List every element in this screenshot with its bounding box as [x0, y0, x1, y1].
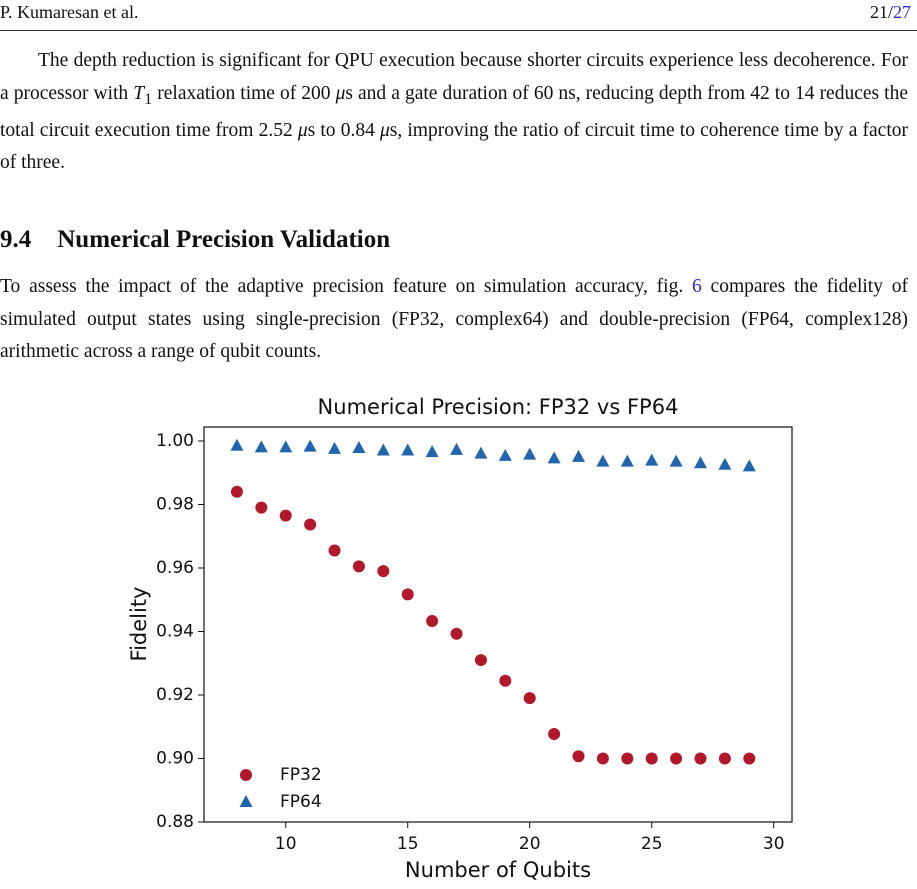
y-tick-label: 0.94 — [156, 621, 194, 641]
data-point — [254, 440, 268, 453]
chart-title: Numerical Precision: FP32 vs FP64 — [318, 395, 679, 419]
paragraph: To assess the impact of the adaptive pre… — [0, 271, 908, 369]
data-point — [596, 454, 610, 467]
header-rule — [0, 30, 917, 31]
section-title: Numerical Precision Validation — [57, 226, 391, 253]
x-tick-label: 10 — [275, 834, 297, 854]
data-point — [303, 439, 317, 452]
data-point — [718, 752, 731, 765]
math: μ — [379, 119, 390, 141]
text: relaxation time of 200 — [152, 82, 336, 104]
data-point — [304, 518, 317, 531]
data-point — [694, 456, 708, 469]
y-axis-label: Fidelity — [127, 587, 151, 662]
math: μ — [297, 119, 308, 141]
text: To assess the impact of the adaptive pre… — [0, 276, 693, 297]
y-tick-label: 0.90 — [156, 748, 194, 768]
section-number: 9.4 — [0, 226, 32, 253]
data-point — [401, 588, 414, 601]
data-point — [742, 459, 756, 472]
data-point — [670, 752, 683, 765]
text: s to 0.84 — [307, 119, 380, 141]
y-tick-label: 1.00 — [156, 431, 194, 451]
page-label: 21/ — [869, 2, 893, 22]
y-tick-label: 0.92 — [156, 685, 194, 705]
section-heading: 9.4 Numerical Precision Validation — [0, 226, 390, 254]
data-point — [499, 674, 512, 687]
data-point — [230, 438, 244, 451]
data-point — [694, 752, 707, 765]
text: s and a gate duration of 60 ns, reducing… — [0, 82, 908, 141]
chart: Numerical Precision: FP32 vs FP64 Number… — [127, 395, 793, 882]
legend-label: FP32 — [280, 765, 322, 785]
data-point — [376, 443, 390, 456]
data-point — [450, 627, 463, 640]
data-point — [523, 447, 537, 460]
data-point — [620, 454, 634, 467]
data-point — [498, 448, 512, 461]
data-point — [474, 446, 488, 459]
total-pages-link[interactable]: 27 — [893, 2, 911, 22]
data-point — [377, 565, 390, 578]
data-point — [279, 509, 292, 522]
x-tick-label: 15 — [397, 834, 419, 854]
data-point — [450, 442, 464, 455]
figure-link[interactable]: 6 — [692, 276, 702, 297]
y-tick-label: 0.98 — [156, 494, 194, 514]
text: The depth reduction is significant for Q… — [0, 50, 908, 104]
data-point — [645, 752, 658, 765]
data-point — [401, 443, 415, 456]
x-tick-label: 20 — [519, 834, 541, 854]
data-point — [352, 560, 365, 573]
data-point — [743, 752, 756, 765]
data-point — [426, 615, 439, 628]
data-point — [523, 692, 536, 705]
paragraph: The depth reduction is significant for Q… — [0, 45, 908, 180]
data-point — [596, 752, 609, 765]
legend-marker — [240, 769, 252, 781]
text: s, improving the ratio of circuit time t… — [0, 119, 908, 174]
plot-frame — [203, 426, 793, 823]
math: T — [133, 82, 145, 104]
data-point — [547, 451, 561, 464]
data-point — [255, 501, 268, 514]
data-point — [645, 453, 659, 466]
math-sub: 1 — [144, 89, 153, 108]
data-point — [474, 654, 487, 667]
data-point — [328, 441, 342, 454]
legend-marker — [239, 795, 253, 807]
data-point — [352, 440, 366, 453]
data-point — [718, 457, 732, 470]
page-number: 21/27 — [870, 2, 911, 23]
data-point — [279, 440, 293, 453]
x-tick-label: 30 — [763, 834, 785, 854]
math: μ — [335, 82, 346, 104]
running-header: P. Kumaresan et al. — [0, 2, 139, 22]
data-point — [328, 544, 341, 557]
data-point — [572, 750, 585, 763]
data-point — [572, 449, 586, 462]
data-point — [425, 445, 439, 458]
text: compares the fidelity of simulated outpu… — [0, 276, 909, 362]
data-point — [621, 752, 634, 765]
x-axis-label: Number of Qubits — [405, 858, 591, 882]
data-point — [669, 454, 683, 467]
data-point — [230, 485, 243, 498]
y-tick-label: 0.96 — [156, 558, 194, 578]
x-tick-label: 25 — [641, 834, 663, 854]
legend-label: FP64 — [280, 792, 322, 812]
y-tick-label: 0.88 — [156, 812, 194, 832]
data-point — [548, 728, 561, 741]
